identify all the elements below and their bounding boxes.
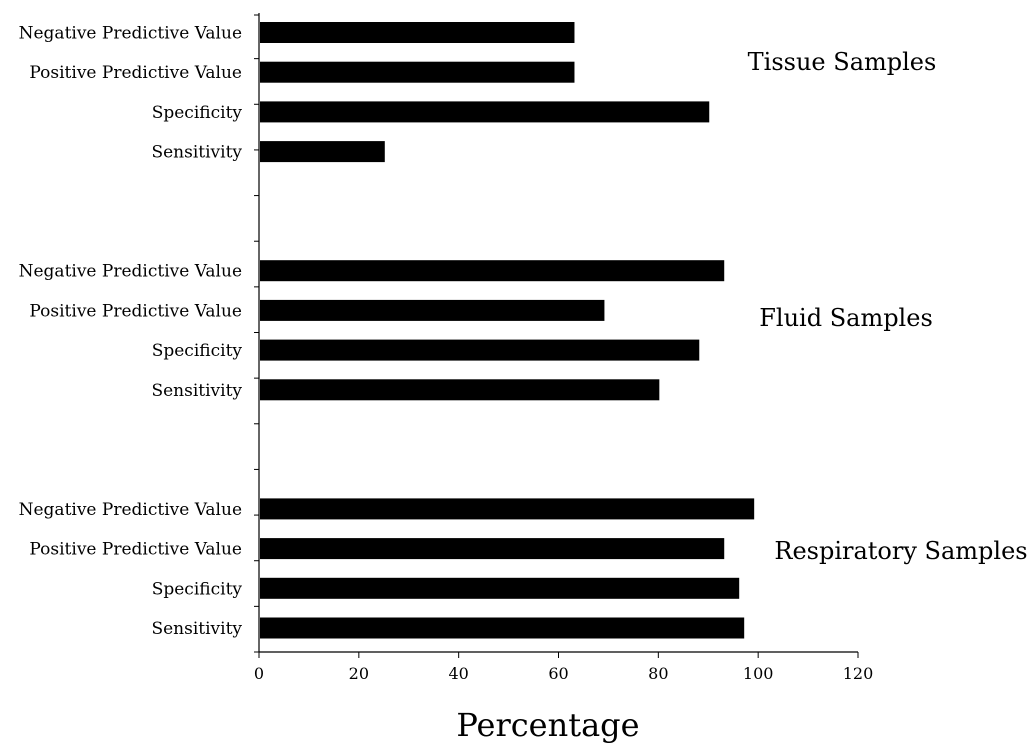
category-label: Sensitivity [151, 381, 242, 401]
bar [260, 141, 385, 163]
bar [260, 379, 660, 401]
group-label: Respiratory Samples [774, 537, 1027, 565]
category-label: Sensitivity [151, 143, 242, 163]
bar [260, 101, 710, 123]
bar [260, 299, 605, 321]
x-tick-label: 20 [349, 664, 369, 683]
bar [260, 577, 740, 599]
bar [260, 617, 745, 639]
bar [260, 498, 755, 520]
category-label: Specificity [152, 579, 243, 599]
x-tick-label: 0 [254, 664, 264, 683]
x-tick-label: 120 [843, 664, 874, 683]
bar [260, 22, 575, 43]
category-label: Positive Predictive Value [29, 540, 242, 560]
bars-layer [260, 22, 755, 639]
bar [260, 538, 725, 560]
category-label: Specificity [152, 103, 243, 123]
category-label: Negative Predictive Value [19, 262, 242, 282]
x-axis-title: Percentage [456, 706, 639, 744]
group-label: Fluid Samples [759, 304, 933, 332]
category-label: Specificity [152, 341, 243, 361]
category-label: Positive Predictive Value [29, 63, 242, 83]
category-label: Sensitivity [151, 619, 242, 639]
bar [260, 61, 575, 83]
x-tick-label: 100 [743, 664, 774, 683]
category-label: Positive Predictive Value [29, 301, 242, 321]
labels-layer: 0 20 40 60 80 100 120 Negative Predictive Value… [19, 24, 1028, 684]
x-tick-label: 60 [548, 664, 568, 683]
category-label: Negative Predictive Value [19, 500, 242, 520]
group-label: Tissue Samples [748, 48, 937, 76]
bar [260, 339, 700, 361]
x-tick-label: 40 [448, 664, 468, 683]
axes-layer [254, 13, 859, 658]
bar [260, 260, 725, 282]
category-label: Negative Predictive Value [19, 24, 242, 44]
x-tick-label: 80 [648, 664, 668, 683]
